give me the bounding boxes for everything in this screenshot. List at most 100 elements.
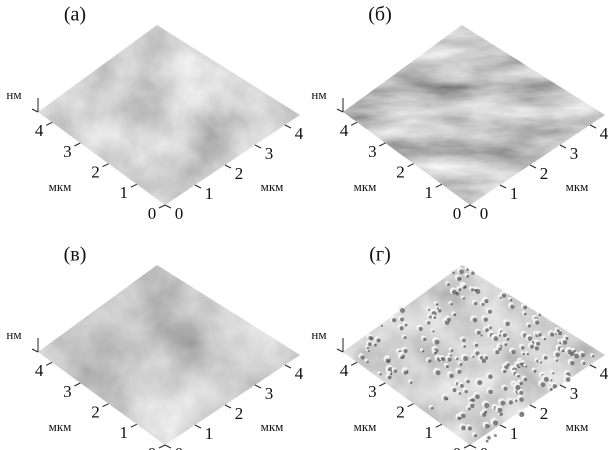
z-axis-tick	[336, 348, 344, 353]
left-tick	[379, 382, 386, 387]
grain-shadow	[509, 298, 513, 302]
grain-shadow	[428, 308, 431, 311]
left-tick	[45, 361, 53, 366]
grain-shadow	[463, 345, 466, 348]
left-tick-label: 4	[340, 361, 349, 380]
grain-shadow	[543, 337, 547, 341]
right-tick-label: 3	[265, 384, 274, 403]
surface-image	[343, 265, 605, 445]
right-tick	[284, 364, 292, 369]
left-tick-label: 0	[148, 444, 157, 450]
left-tick-label: 1	[120, 423, 129, 442]
grain-shadow	[510, 304, 515, 309]
left-tick-label: 3	[63, 142, 72, 161]
grain-shadow	[480, 334, 483, 337]
grain-shadow	[463, 355, 469, 362]
right-tick-label: 4	[295, 364, 304, 383]
grain-shadow	[450, 349, 454, 352]
grain-shadow	[506, 363, 510, 367]
right-tick-label: 0	[480, 204, 489, 223]
right-tick-label: 1	[205, 184, 214, 203]
surface-image	[343, 25, 605, 205]
grain-shadow	[489, 326, 492, 330]
left-tick-label: 3	[63, 382, 72, 401]
grain-shadow	[592, 355, 595, 358]
grain-shadow	[373, 343, 377, 347]
grain-shadow	[453, 313, 457, 317]
grain-shadow	[459, 362, 463, 366]
z-axis-tick	[31, 108, 39, 113]
grain-shadow	[472, 317, 478, 323]
surface-image	[38, 25, 300, 205]
right-tick	[469, 204, 477, 209]
grain-shadow	[437, 309, 442, 313]
grain-shadow	[403, 349, 408, 354]
grain-shadow	[498, 334, 502, 337]
grain-shadow	[538, 333, 542, 337]
grain-shadow	[558, 331, 563, 336]
right-tick	[284, 124, 292, 129]
z-unit: нм	[311, 327, 326, 342]
left-tick	[407, 403, 414, 408]
grain-shadow	[403, 336, 407, 340]
left-tick-label: 0	[453, 204, 462, 223]
grain-shadow	[506, 337, 510, 341]
grain-shadow	[562, 340, 568, 345]
grain-shadow	[459, 384, 464, 388]
grain-shadow	[555, 352, 560, 357]
right-tick	[589, 124, 597, 129]
grain-shadow	[409, 381, 413, 384]
left-axis-unit: мкм	[354, 179, 377, 194]
left-tick-label: 4	[35, 121, 44, 140]
grain-shadow	[385, 358, 390, 363]
grain-shadow	[435, 370, 441, 376]
right-tick	[529, 164, 537, 169]
grain-shadow	[582, 361, 586, 365]
grain-shadow	[552, 372, 555, 375]
grain-shadow	[457, 369, 462, 374]
grain-shadow	[435, 303, 439, 306]
grain-shadow	[555, 359, 559, 362]
left-tick	[407, 163, 414, 168]
grain-shadow	[525, 365, 528, 368]
grain-shadow	[423, 337, 427, 341]
left-tick-label: 0	[453, 444, 462, 450]
grain-shadow	[400, 355, 404, 360]
right-tick	[499, 184, 507, 189]
left-tick	[463, 204, 471, 209]
grain-shadow	[556, 329, 560, 333]
left-tick	[102, 163, 109, 168]
grain-shadow	[573, 349, 576, 353]
grain-shadow	[418, 326, 423, 331]
grain-shadow	[514, 399, 518, 402]
grain-shadow	[469, 398, 473, 402]
grain-shadow	[467, 407, 471, 411]
grain-shadow	[367, 349, 370, 353]
grain-shadow	[461, 425, 466, 431]
grain-shadow	[552, 384, 558, 389]
z-axis-tick	[31, 348, 39, 353]
grain-shadow	[483, 317, 488, 322]
grain-shadow	[459, 269, 464, 274]
grain-shadow	[543, 376, 549, 382]
right-tick	[529, 404, 537, 409]
left-tick	[74, 382, 81, 387]
right-tick-label: 3	[570, 384, 579, 403]
grain-shadow	[479, 356, 484, 360]
grain-shadow	[447, 283, 450, 286]
grain-shadow	[366, 360, 369, 363]
grain-shadow	[515, 384, 521, 391]
grain-shadow	[467, 426, 472, 431]
grain-shadow	[462, 338, 466, 343]
grain-shadow	[534, 346, 539, 351]
grain-shadow	[475, 351, 480, 356]
grain-shadow	[501, 293, 507, 298]
grain-shadow	[458, 288, 462, 292]
grain-shadow	[526, 352, 529, 356]
grain-shadow	[460, 413, 466, 419]
grain-shadow	[503, 386, 508, 391]
right-tick	[559, 144, 567, 149]
grain-shadow	[565, 377, 571, 382]
grain-shadow	[533, 369, 537, 373]
